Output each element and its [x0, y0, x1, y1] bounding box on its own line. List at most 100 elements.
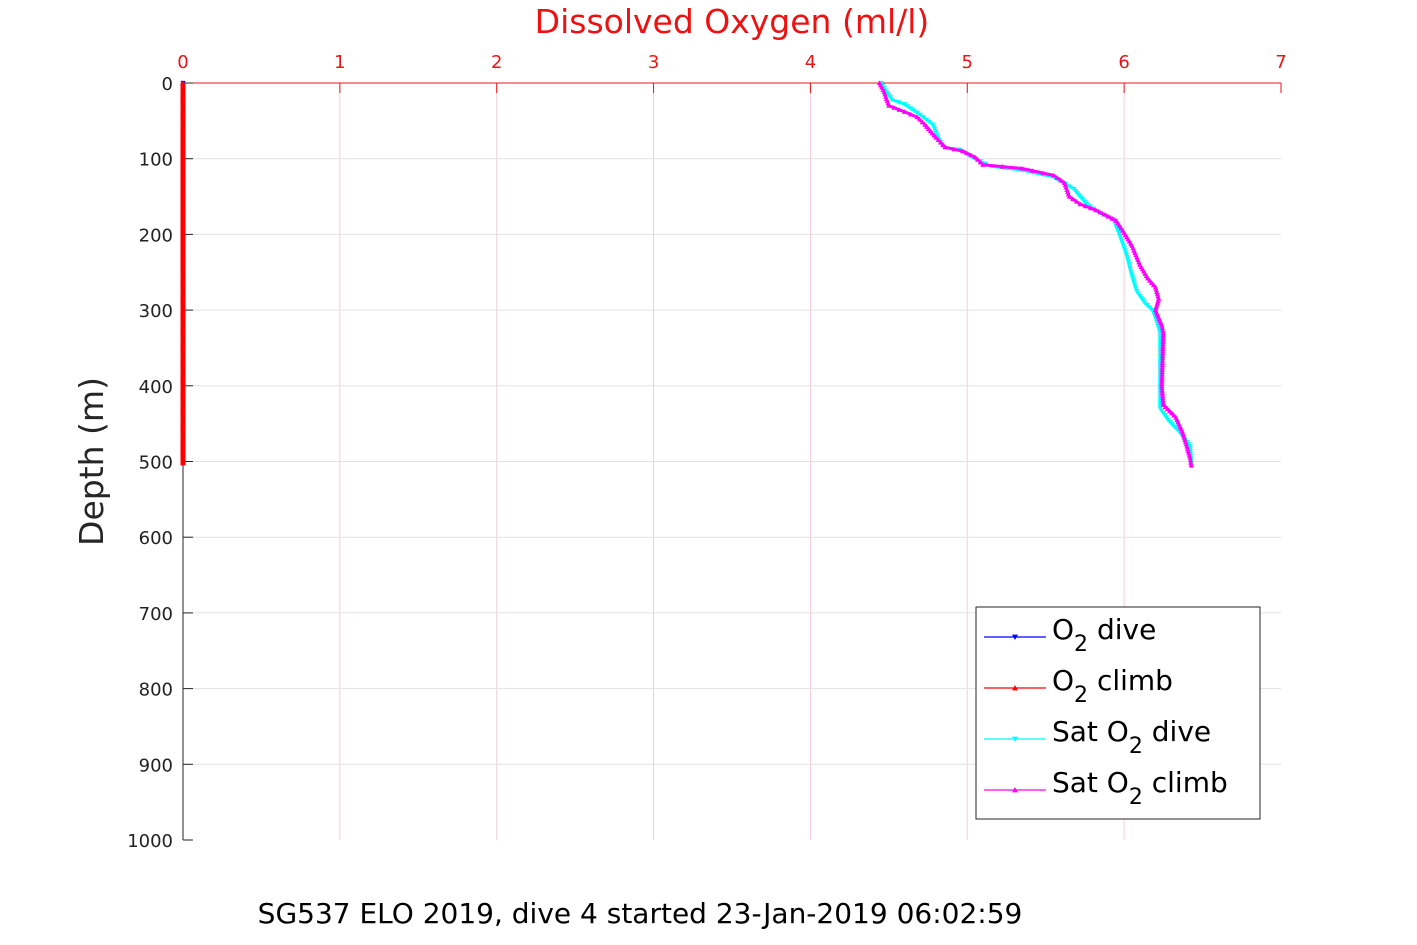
legend-swatch-marker — [1012, 634, 1018, 640]
data-point — [1066, 193, 1072, 199]
data-point — [923, 117, 930, 123]
data-point — [911, 108, 917, 114]
series-layer — [180, 80, 1194, 468]
data-point — [975, 157, 981, 162]
data-point — [914, 110, 920, 116]
legend-swatch-marker — [1012, 685, 1018, 691]
data-point — [1101, 211, 1107, 217]
figure-caption: SG537 ELO 2019, dive 4 started 23-Jan-20… — [257, 897, 1023, 930]
data-point — [1159, 367, 1165, 372]
legend-label: O2 climb — [1052, 664, 1173, 708]
data-point — [1040, 170, 1046, 176]
data-point — [896, 107, 902, 112]
data-point — [940, 142, 946, 147]
data-point — [1030, 168, 1036, 173]
data-point — [1160, 348, 1166, 354]
data-point — [1159, 322, 1165, 328]
y-axis-label: Depth (m) — [72, 377, 111, 546]
data-point — [1077, 201, 1083, 207]
data-point — [1125, 259, 1132, 265]
data-point — [1105, 213, 1111, 219]
data-point — [1159, 360, 1166, 365]
x-tick-label: 0 — [177, 52, 188, 73]
data-point — [917, 112, 923, 118]
data-point — [1160, 337, 1166, 342]
data-point — [908, 111, 914, 117]
y-tick-label: 900 — [139, 755, 173, 776]
legend-label-base: Sat O — [1052, 766, 1129, 799]
legend-label-suffix: climb — [1088, 664, 1173, 697]
data-point — [1127, 264, 1133, 270]
legend-label-base: O — [1052, 613, 1074, 646]
data-point — [1159, 373, 1165, 379]
data-point — [1187, 457, 1194, 463]
data-point — [905, 104, 911, 109]
data-point — [1160, 399, 1166, 405]
y-tick-label: 200 — [139, 225, 173, 246]
data-point — [1124, 255, 1130, 260]
data-point — [1159, 371, 1165, 377]
data-point — [999, 164, 1006, 169]
data-point — [1019, 165, 1025, 171]
data-point — [1160, 339, 1166, 345]
data-point — [942, 144, 948, 150]
data-point — [901, 109, 908, 114]
data-point — [1160, 344, 1166, 349]
x-tick-label: 2 — [491, 52, 502, 73]
data-point — [1097, 209, 1103, 215]
data-point — [938, 139, 944, 145]
data-point — [1128, 271, 1134, 277]
data-point — [972, 154, 978, 160]
y-tick-label: 300 — [139, 301, 173, 322]
data-point — [1070, 196, 1076, 202]
legend-label: O2 dive — [1052, 613, 1156, 657]
data-point — [1160, 334, 1166, 340]
data-point — [1167, 408, 1173, 414]
y-tick-label: 1000 — [127, 831, 173, 852]
data-point — [1187, 455, 1193, 460]
data-point — [1128, 269, 1134, 274]
data-point — [895, 99, 901, 105]
data-point — [964, 150, 970, 156]
data-point — [1054, 175, 1060, 180]
data-point — [1159, 387, 1165, 393]
series-1 — [180, 80, 186, 466]
data-point — [1159, 392, 1166, 398]
data-point — [933, 134, 939, 140]
legend-item: Sat O2 climb — [984, 766, 1228, 810]
data-point — [977, 159, 983, 165]
x-tick-label: 7 — [1275, 52, 1286, 73]
data-point — [1160, 341, 1166, 347]
y-tick-label: 800 — [139, 680, 173, 701]
data-point — [1169, 410, 1175, 416]
data-point — [1159, 325, 1165, 330]
data-point — [980, 162, 986, 167]
x-tick-label: 6 — [1118, 52, 1129, 73]
legend-label-base: O — [1052, 664, 1074, 697]
data-point — [1159, 390, 1165, 395]
legend-label-subscript: 2 — [1129, 785, 1143, 810]
data-point — [1050, 172, 1057, 178]
data-point — [1171, 412, 1177, 418]
data-point — [1159, 376, 1165, 381]
data-point — [1187, 444, 1193, 449]
data-point — [1160, 402, 1166, 407]
data-point — [1147, 305, 1153, 311]
data-point — [1159, 369, 1165, 375]
data-point — [1144, 302, 1150, 308]
y-tick-label: 400 — [139, 377, 173, 398]
data-point — [908, 106, 914, 112]
data-point — [1083, 202, 1090, 207]
data-point — [917, 116, 923, 122]
legend-label-subscript: 2 — [1074, 632, 1088, 657]
data-point — [889, 97, 895, 103]
data-point — [951, 146, 957, 152]
data-point — [1159, 380, 1165, 386]
y-tick-label: 500 — [139, 453, 173, 474]
legend-item: O2 climb — [984, 664, 1173, 708]
data-point — [959, 148, 966, 154]
legend-item: Sat O2 dive — [984, 715, 1211, 759]
data-point — [1093, 207, 1099, 213]
data-point — [1160, 395, 1166, 400]
